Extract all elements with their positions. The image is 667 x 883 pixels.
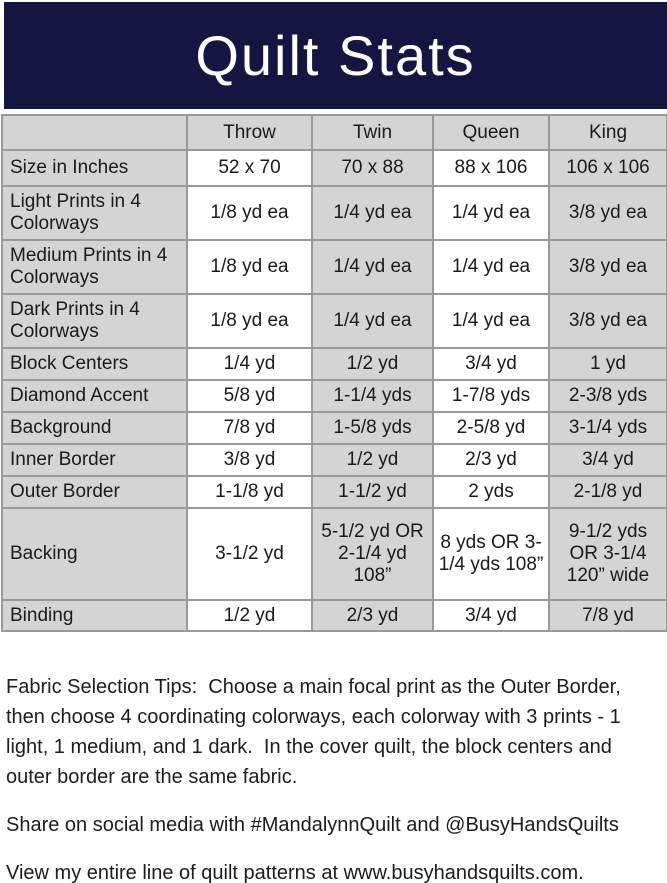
value-cell: 1-1/2 yd: [311, 475, 434, 509]
patterns-website-note: View my entire line of quilt patterns at…: [6, 862, 584, 883]
row-label-cell: Outer Border: [1, 475, 188, 509]
value-cell: 5/8 yd: [186, 379, 313, 413]
row-label-cell: Block Centers: [1, 347, 188, 381]
row-label-cell: Inner Border: [1, 443, 188, 477]
value-cell: 1/4 yd ea: [432, 185, 550, 241]
column-header-king: King: [548, 114, 667, 151]
table-row: Medium Prints in 4 Colorways 1/8 yd ea 1/4…: [1, 239, 667, 295]
footer-notes: Fabric Selection Tips: Choose a main foc…: [6, 672, 661, 883]
row-label-cell: Background: [1, 411, 188, 445]
value-cell: 1/2 yd: [186, 599, 313, 632]
value-cell: 1/8 yd ea: [186, 185, 313, 241]
table-row: Outer Border 1-1/8 yd 1-1/2 yd 2 yds 2-1/8 y…: [1, 475, 667, 509]
value-cell: 1-1/4 yds: [311, 379, 434, 413]
value-cell: 3/8 yd: [186, 443, 313, 477]
corner-header-cell: [1, 114, 188, 151]
row-label-cell: Light Prints in 4 Colorways: [1, 185, 188, 241]
row-label-cell: Diamond Accent: [1, 379, 188, 413]
value-cell: 1/8 yd ea: [186, 239, 313, 295]
value-cell: 5-1/2 yd OR 2-1/4 yd 108”: [311, 507, 434, 601]
value-cell: 1/4 yd ea: [311, 185, 434, 241]
value-cell: 70 x 88: [311, 149, 434, 187]
value-cell: 2/3 yd: [432, 443, 550, 477]
table-header-row: Throw Twin Queen King: [1, 114, 667, 151]
value-cell: 3/8 yd ea: [548, 293, 667, 349]
table-row: Binding 1/2 yd 2/3 yd 3/4 yd 7/8 yd: [1, 599, 667, 632]
value-cell: 106 x 106: [548, 149, 667, 187]
value-cell: 1/8 yd ea: [186, 293, 313, 349]
value-cell: 52 x 70: [186, 149, 313, 187]
table-row: Diamond Accent 5/8 yd 1-1/4 yds 1-7/8 yds 2-…: [1, 379, 667, 413]
value-cell: 1/4 yd ea: [432, 239, 550, 295]
table-row: Dark Prints in 4 Colorways 1/8 yd ea 1/4 y…: [1, 293, 667, 349]
column-header-throw: Throw: [186, 114, 313, 151]
table-row: Inner Border 3/8 yd 1/2 yd 2/3 yd 3/4 yd: [1, 443, 667, 477]
title-banner: Quilt Stats: [4, 2, 667, 109]
value-cell: 1-1/8 yd: [186, 475, 313, 509]
value-cell: 9-1/2 yds OR 3-1/4 120” wide: [548, 507, 667, 601]
value-cell: 1-7/8 yds: [432, 379, 550, 413]
value-cell: 1/4 yd: [186, 347, 313, 381]
value-cell: 88 x 106: [432, 149, 550, 187]
value-cell: 2-5/8 yd: [432, 411, 550, 445]
quilt-stats-table: Throw Twin Queen King Size in Inches 52 x 70…: [1, 114, 667, 632]
value-cell: 1 yd: [548, 347, 667, 381]
table-row: Size in Inches 52 x 70 70 x 88 88 x 106 106 …: [1, 149, 667, 187]
value-cell: 1/2 yd: [311, 347, 434, 381]
value-cell: 3-1/4 yds: [548, 411, 667, 445]
row-label-cell: Backing: [1, 507, 188, 601]
value-cell: 8 yds OR 3-1/4 yds 108”: [432, 507, 550, 601]
value-cell: 2 yds: [432, 475, 550, 509]
value-cell: 7/8 yd: [186, 411, 313, 445]
column-header-queen: Queen: [432, 114, 550, 151]
value-cell: 3/8 yd ea: [548, 239, 667, 295]
row-label-cell: Size in Inches: [1, 149, 188, 187]
value-cell: 2/3 yd: [311, 599, 434, 632]
value-cell: 2-3/8 yds: [548, 379, 667, 413]
fabric-selection-tips: Fabric Selection Tips: Choose a main foc…: [6, 676, 627, 788]
table-row: Light Prints in 4 Colorways 1/8 yd ea 1/4 …: [1, 185, 667, 241]
value-cell: 2-1/8 yd: [548, 475, 667, 509]
value-cell: 1/4 yd ea: [311, 239, 434, 295]
column-header-twin: Twin: [311, 114, 434, 151]
value-cell: 1/2 yd: [311, 443, 434, 477]
value-cell: 3-1/2 yd: [186, 507, 313, 601]
table-row: Background 7/8 yd 1-5/8 yds 2-5/8 yd 3-1/4 y…: [1, 411, 667, 445]
row-label-cell: Binding: [1, 599, 188, 632]
value-cell: 1-5/8 yds: [311, 411, 434, 445]
value-cell: 3/4 yd: [548, 443, 667, 477]
value-cell: 3/4 yd: [432, 347, 550, 381]
page-title: Quilt Stats: [195, 24, 476, 87]
table-row: Block Centers 1/4 yd 1/2 yd 3/4 yd 1 yd: [1, 347, 667, 381]
row-label-cell: Medium Prints in 4 Colorways: [1, 239, 188, 295]
social-share-note: Share on social media with #MandalynnQui…: [6, 814, 619, 836]
value-cell: 3/8 yd ea: [548, 185, 667, 241]
value-cell: 7/8 yd: [548, 599, 667, 632]
row-label-cell: Dark Prints in 4 Colorways: [1, 293, 188, 349]
value-cell: 1/4 yd ea: [432, 293, 550, 349]
table-row: Backing 3-1/2 yd 5-1/2 yd OR 2-1/4 yd 108”…: [1, 507, 667, 601]
value-cell: 3/4 yd: [432, 599, 550, 632]
value-cell: 1/4 yd ea: [311, 293, 434, 349]
